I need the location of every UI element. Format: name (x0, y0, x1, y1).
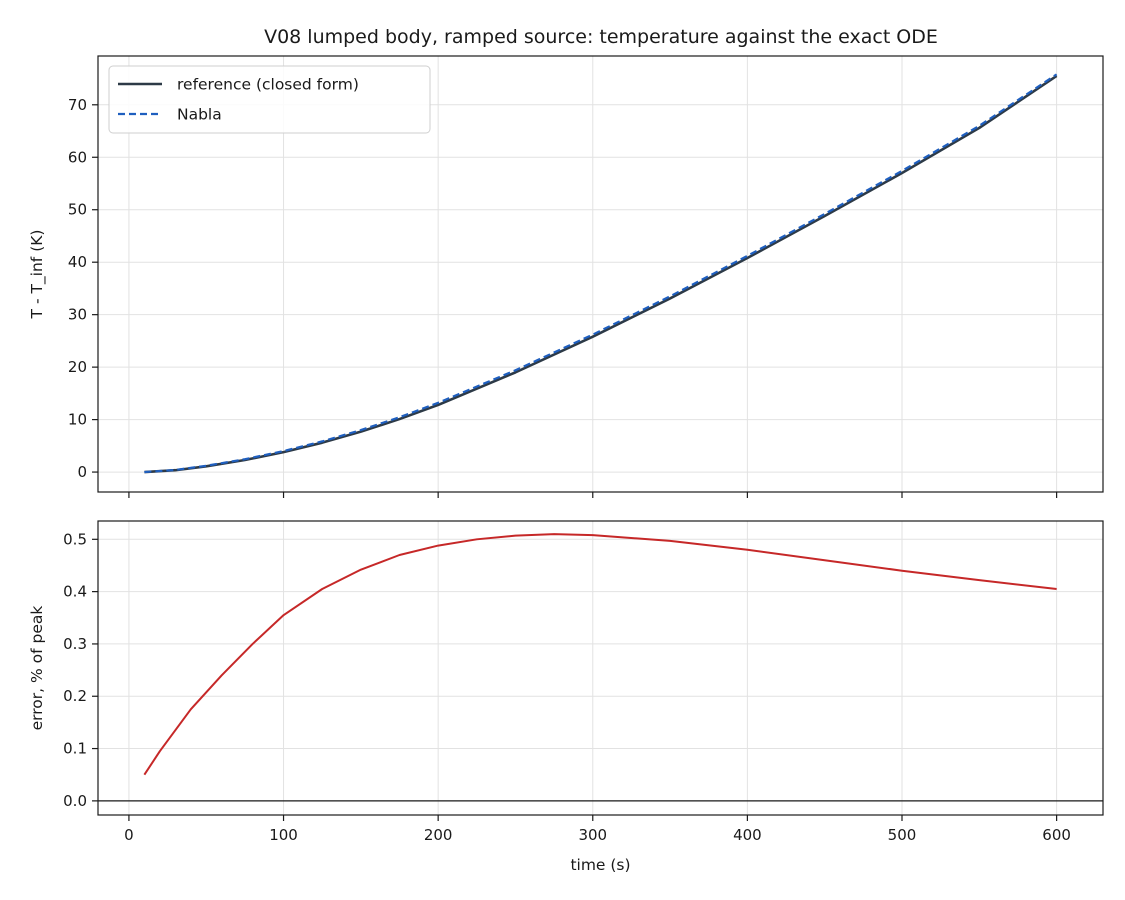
y-tick-label: 70 (68, 96, 87, 114)
plot-frame (97, 520, 1104, 816)
x-axis-label: time (s) (570, 856, 630, 874)
nabla-series-line (144, 73, 1058, 474)
y-tick-label: 30 (68, 306, 87, 324)
legend-box (108, 65, 431, 134)
x-tick-label: 500 (888, 826, 917, 844)
chart-title: V08 lumped body, ramped source: temperat… (264, 26, 938, 48)
y-tick-label: 0.1 (63, 740, 87, 758)
x-tick-label: 600 (1042, 826, 1071, 844)
legend-nabla-label: Nabla (177, 106, 222, 124)
y-tick-label: 0 (77, 463, 87, 481)
error-series-line (143, 533, 1057, 776)
y-tick-label: 0.3 (63, 635, 87, 653)
legend-reference-label: reference (closed form) (177, 76, 359, 94)
legend: reference (closed form) Nabla (108, 65, 431, 134)
error-panel: 0 100 200 300 400 500 600 0.0 0.1 0.2 0.3 0.4 0.5 err… (28, 520, 1104, 874)
y-axis-label: error, % of peak (28, 606, 46, 731)
y-tick-label: 10 (68, 411, 87, 429)
temperature-panel: 0 10 20 30 40 50 60 70 T - T_inf (K) reference (c… (28, 55, 1104, 498)
x-tick-label: 0 (124, 826, 134, 844)
y-tick-label: 40 (68, 253, 87, 271)
x-tick-label: 400 (733, 826, 762, 844)
plot-frame (97, 55, 1104, 493)
y-tick-label: 0.4 (63, 583, 87, 601)
y-tick-label: 20 (68, 358, 87, 376)
y-tick-label: 60 (68, 148, 87, 166)
x-tick-label: 100 (269, 826, 298, 844)
y-tick-label: 0.2 (63, 687, 87, 705)
reference-series-line (144, 74, 1058, 474)
x-tick-label: 200 (424, 826, 453, 844)
y-axis-label: T - T_inf (K) (28, 230, 47, 320)
y-tick-label: 50 (68, 201, 87, 219)
y-tick-label: 0.5 (63, 530, 87, 548)
y-tick-label: 0.0 (63, 792, 87, 810)
x-tick-label: 300 (578, 826, 607, 844)
